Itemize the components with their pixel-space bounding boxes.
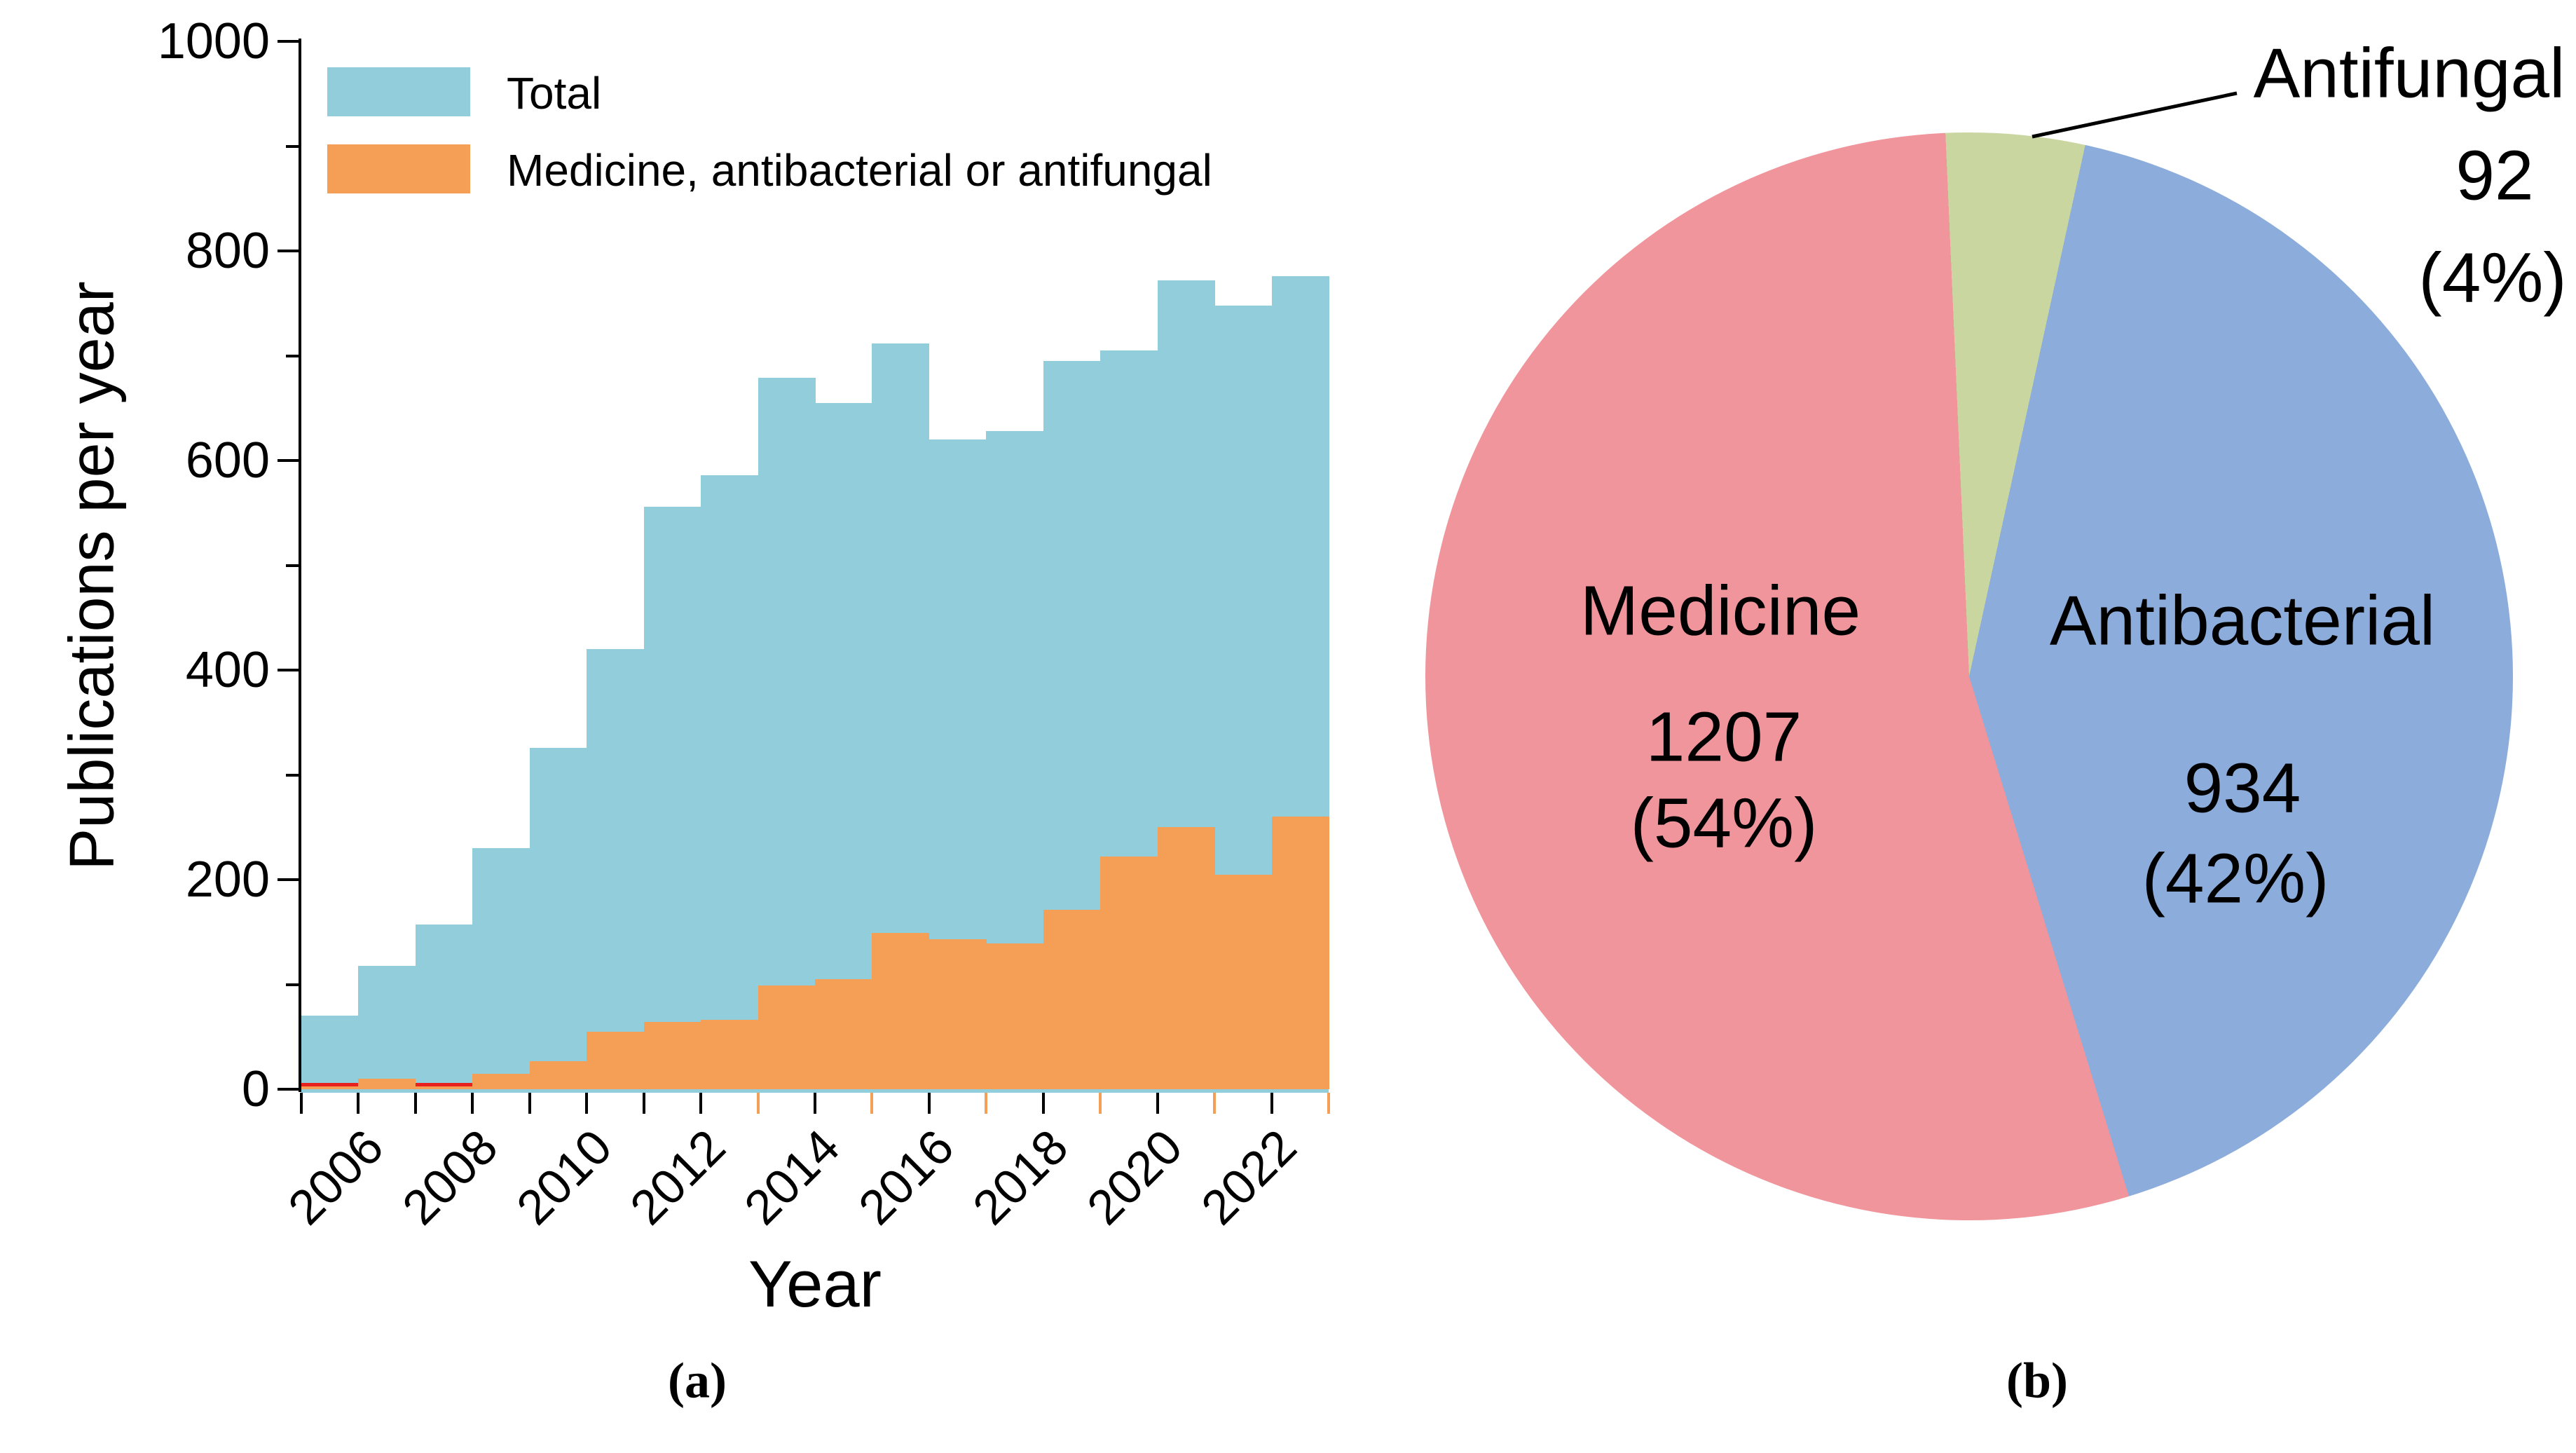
pie-value-antibacterial: 934 bbox=[2184, 749, 2301, 828]
x-tick bbox=[300, 1093, 303, 1114]
medicine-bar-2019 bbox=[1100, 857, 1158, 1089]
x-tick bbox=[814, 1093, 816, 1114]
x-tick bbox=[357, 1093, 360, 1114]
y-minor-tick bbox=[286, 773, 299, 777]
x-tick-label-2022: 2022 bbox=[1191, 1119, 1307, 1235]
antifungal-leader-line bbox=[2032, 91, 2238, 139]
medicine-bar-2012 bbox=[701, 1020, 759, 1089]
y-minor-tick bbox=[286, 144, 299, 148]
medicine-bar-2009 bbox=[529, 1060, 587, 1089]
medicine-bar-2006 bbox=[358, 1079, 416, 1089]
y-minor-tick bbox=[286, 354, 299, 357]
total-bar-2014 bbox=[815, 402, 873, 1089]
y-axis-title: Publications per year bbox=[57, 281, 128, 871]
y-minor-tick bbox=[286, 983, 299, 986]
total-bar-2006 bbox=[358, 965, 416, 1089]
medicine-bar-2005 bbox=[301, 1086, 359, 1089]
x-tick bbox=[471, 1093, 474, 1114]
x-axis-title: Year bbox=[748, 1247, 882, 1321]
x-tick bbox=[642, 1093, 645, 1114]
y-major-tick bbox=[278, 669, 299, 671]
total-bar-2013 bbox=[758, 377, 816, 1089]
x-tick bbox=[870, 1093, 874, 1114]
pie-label-antifungal: Antifungal bbox=[2253, 34, 2565, 113]
medicine-bar-2008 bbox=[472, 1073, 530, 1089]
x-tick bbox=[1041, 1093, 1045, 1114]
medicine-bar-2010 bbox=[587, 1031, 645, 1089]
x-tick bbox=[756, 1093, 760, 1114]
total-bar-2008 bbox=[472, 848, 530, 1089]
x-tick-label-2012: 2012 bbox=[619, 1119, 736, 1235]
medicine-bar-2007 bbox=[415, 1086, 473, 1089]
y-major-tick bbox=[278, 1088, 299, 1091]
y-tick-label: 800 bbox=[185, 223, 270, 279]
x-tick bbox=[413, 1093, 417, 1114]
y-tick-label: 0 bbox=[241, 1061, 270, 1117]
x-axis-spine bbox=[301, 1089, 1329, 1093]
medicine-bar-2018 bbox=[1043, 910, 1101, 1089]
medicine-bar-2022 bbox=[1271, 817, 1329, 1089]
medicine-bar-2011 bbox=[643, 1022, 701, 1089]
x-tick bbox=[1270, 1093, 1273, 1114]
medicine-bar-2017 bbox=[986, 943, 1044, 1089]
total-bar-2011 bbox=[643, 506, 701, 1089]
medicine-bar-2016 bbox=[929, 939, 987, 1089]
x-tick bbox=[699, 1093, 703, 1114]
x-tick-label-2008: 2008 bbox=[391, 1119, 508, 1235]
pie-pct-medicine: (54%) bbox=[1630, 784, 1818, 863]
x-tick-label-2014: 2014 bbox=[734, 1119, 850, 1235]
legend-swatch-total bbox=[327, 67, 470, 116]
x-tick bbox=[985, 1093, 988, 1114]
y-axis-spine bbox=[299, 39, 301, 1092]
pie-pct-antifungal: (4%) bbox=[2418, 238, 2567, 318]
legend-swatch-medicine bbox=[327, 144, 470, 193]
panel-b-caption: (b) bbox=[2006, 1352, 2068, 1409]
y-major-tick bbox=[278, 250, 299, 252]
total-bar-2010 bbox=[587, 649, 645, 1089]
x-tick bbox=[528, 1093, 531, 1114]
total-bar-2007 bbox=[415, 925, 473, 1089]
medicine-bar-2015 bbox=[872, 933, 930, 1089]
pie-pct-antibacterial: (42%) bbox=[2142, 839, 2329, 918]
x-tick-label-2018: 2018 bbox=[962, 1119, 1078, 1235]
pie-value-antifungal: 92 bbox=[2455, 136, 2534, 215]
medicine-bar-2014 bbox=[815, 979, 873, 1089]
total-bar-2005 bbox=[301, 1016, 359, 1089]
y-tick-label: 400 bbox=[185, 642, 270, 698]
y-tick-label: 1000 bbox=[157, 13, 270, 69]
pie-chart bbox=[1425, 132, 2513, 1220]
pie-label-medicine: Medicine bbox=[1580, 571, 1861, 650]
medicine-bar-2013 bbox=[758, 985, 816, 1089]
medicine-bar-2020 bbox=[1157, 827, 1215, 1089]
x-tick bbox=[1213, 1093, 1217, 1114]
bar-plot-area bbox=[301, 41, 1329, 1089]
x-tick bbox=[585, 1093, 589, 1114]
x-tick-label-2006: 2006 bbox=[278, 1119, 394, 1235]
y-major-tick bbox=[278, 40, 299, 43]
x-tick bbox=[927, 1093, 931, 1114]
y-minor-tick bbox=[286, 564, 299, 567]
x-tick bbox=[1099, 1093, 1102, 1114]
pie-label-antibacterial: Antibacterial bbox=[2049, 581, 2436, 660]
x-tick-label-2010: 2010 bbox=[505, 1119, 622, 1235]
x-tick-label-2016: 2016 bbox=[848, 1119, 964, 1235]
medicine-bar-2021 bbox=[1214, 874, 1273, 1089]
total-bar-2009 bbox=[529, 747, 587, 1089]
legend-label-medicine: Medicine, antibacterial or antifungal bbox=[507, 145, 1212, 196]
y-tick-label: 200 bbox=[185, 852, 270, 908]
y-tick-label: 600 bbox=[185, 432, 270, 489]
pie-value-medicine: 1207 bbox=[1645, 697, 1802, 777]
panel-a-caption: (a) bbox=[668, 1352, 727, 1409]
x-tick bbox=[1327, 1093, 1330, 1114]
legend-label-total: Total bbox=[507, 68, 602, 118]
y-major-tick bbox=[278, 459, 299, 462]
x-tick-label-2020: 2020 bbox=[1076, 1119, 1193, 1235]
total-bar-2012 bbox=[701, 475, 759, 1089]
y-major-tick bbox=[278, 878, 299, 881]
x-tick bbox=[1156, 1093, 1159, 1114]
